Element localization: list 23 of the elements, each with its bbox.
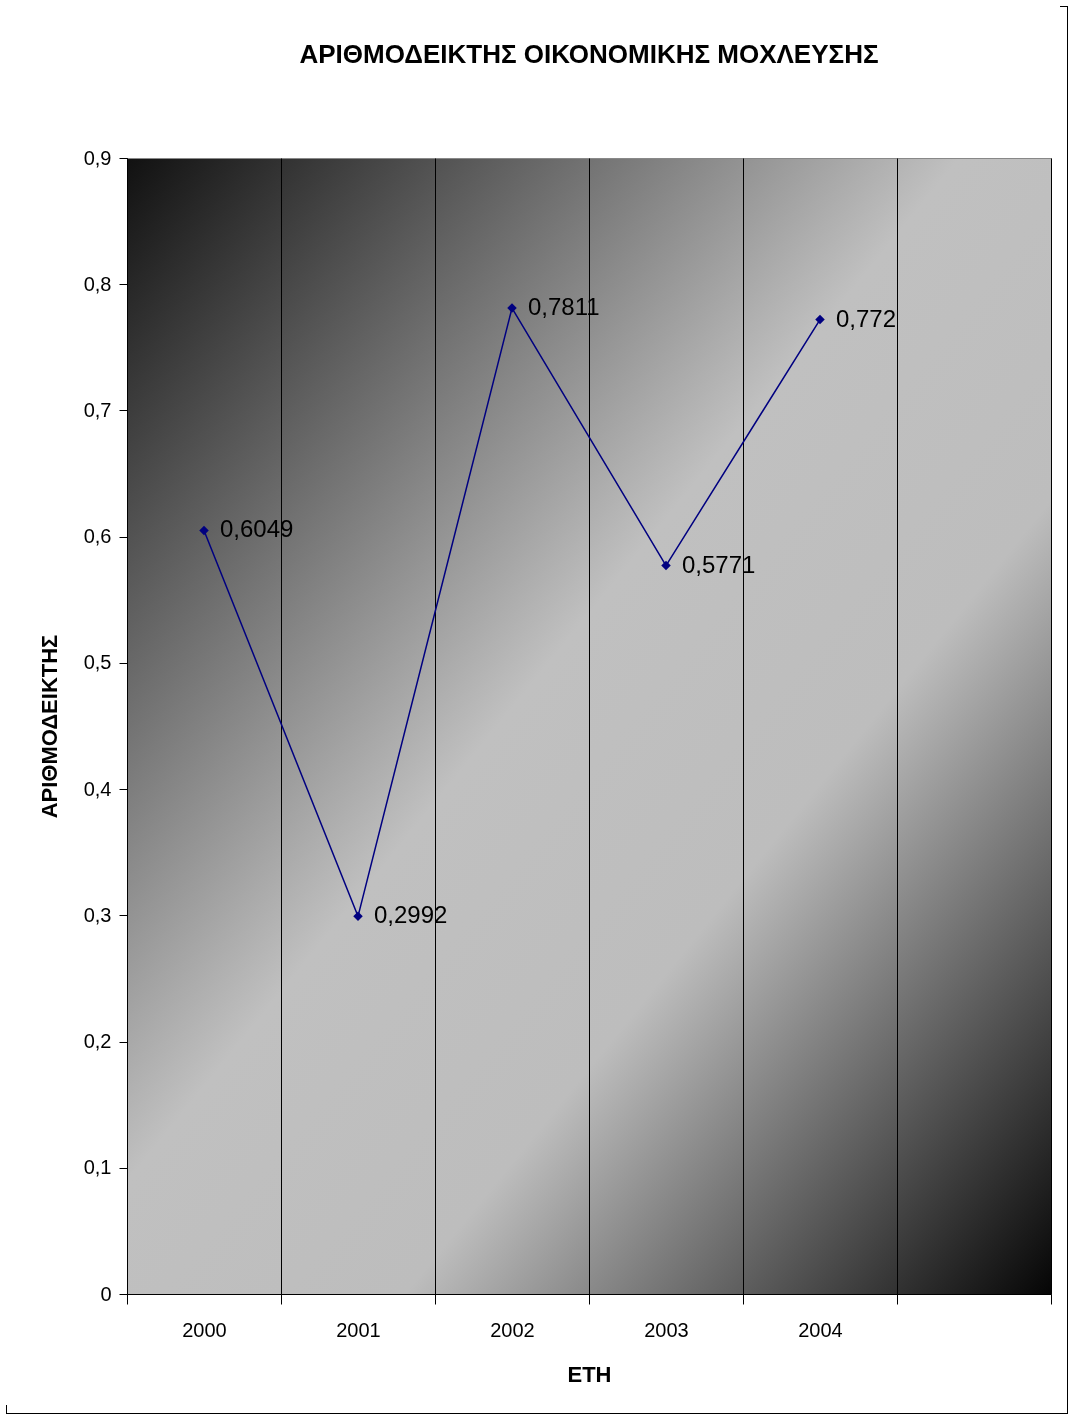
- chart-title: ΑΡΙΘΜΟΔΕΙΚΤΗΣ ΟΙΚΟΝΟΜΙΚΗΣ ΜΟΧΛΕΥΣΗΣ: [299, 39, 879, 69]
- x-tick-label: 2001: [336, 1318, 381, 1341]
- data-label: 0,772: [836, 304, 897, 332]
- y-tick-label: 0,8: [83, 272, 112, 295]
- y-tick-label: 0,4: [83, 777, 112, 800]
- x-tick-label: 2002: [490, 1318, 535, 1341]
- y-tick-label: 0,3: [83, 903, 112, 926]
- y-tick-label: 0,6: [83, 525, 112, 548]
- point: [199, 525, 209, 536]
- point: [815, 314, 825, 325]
- y-axis-title: ΑΡΙΘΜΟΔΕΙΚΤΗΣ: [36, 634, 62, 819]
- point: [353, 911, 363, 922]
- x-tick-label: 2004: [798, 1318, 843, 1341]
- point: [661, 560, 671, 571]
- y-tick-label: 0,2: [83, 1030, 112, 1053]
- y-tick-label: 0,1: [83, 1156, 112, 1179]
- y-tick-label: 0,9: [83, 146, 112, 169]
- y-tick-label: 0: [100, 1282, 112, 1305]
- x-axis-title: ΕΤΗ: [567, 1361, 612, 1387]
- y-tick-label: 0,5: [83, 651, 112, 674]
- y-tick-label: 0,7: [83, 398, 112, 421]
- x-tick-label: 2000: [182, 1318, 227, 1341]
- x-tick-label: 2003: [644, 1318, 689, 1341]
